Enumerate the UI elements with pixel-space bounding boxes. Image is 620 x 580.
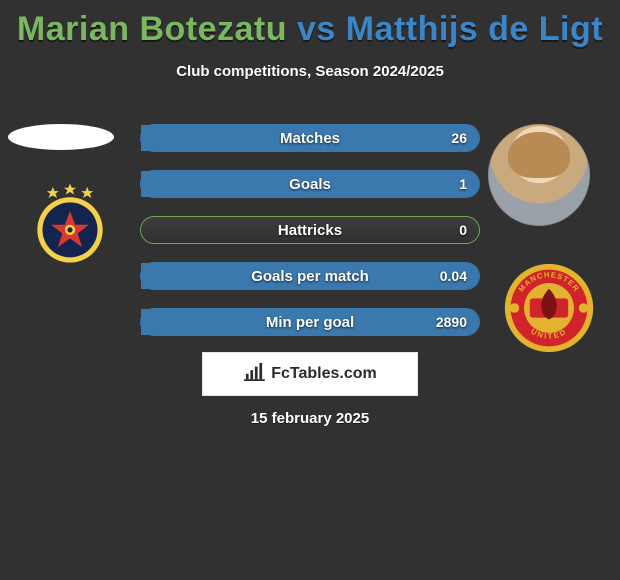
stat-value-right: 0.04 [437, 263, 467, 289]
player1-photo-placeholder [8, 124, 114, 150]
stat-value-right: 1 [437, 171, 467, 197]
stat-row: 0Hattricks [140, 216, 480, 244]
stat-value-left [153, 171, 183, 197]
stat-row: 1Goals [140, 170, 480, 198]
stat-row: 0.04Goals per match [140, 262, 480, 290]
stat-fill-right [141, 171, 479, 197]
stat-row: 26Matches [140, 124, 480, 152]
stat-value-right: 0 [437, 217, 467, 243]
comparison-bars: 26Matches 1Goals 0Hattricks 0.04Goals per m… [140, 124, 480, 354]
stat-value-left [153, 309, 183, 335]
stat-row: 2890Min per goal [140, 308, 480, 336]
stat-fill-right [141, 309, 479, 335]
player1-club-badge [22, 180, 118, 266]
player2-photo [488, 124, 590, 226]
vs-separator: vs [287, 10, 346, 48]
brand-text: FcTables.com [271, 365, 377, 383]
brand-attribution: FcTables.com [202, 352, 418, 396]
player2-name: Matthijs de Ligt [346, 10, 603, 48]
comparison-subtitle: Club competitions, Season 2024/2025 [0, 63, 620, 80]
stat-value-left [153, 217, 183, 243]
stat-label: Hattricks [141, 217, 479, 243]
player1-name: Marian Botezatu [17, 10, 287, 48]
comparison-title: Marian Botezatu vs Matthijs de Ligt [0, 0, 620, 49]
player2-club-badge: MANCHESTER UNITED [498, 260, 600, 356]
stat-fill-right [141, 263, 479, 289]
stat-value-right: 26 [437, 125, 467, 151]
snapshot-date: 15 february 2025 [0, 410, 620, 427]
stat-value-left [153, 125, 183, 151]
stat-value-right: 2890 [436, 309, 467, 335]
stat-fill-right [141, 125, 479, 151]
bar-chart-icon [243, 363, 265, 386]
stat-value-left [153, 263, 183, 289]
